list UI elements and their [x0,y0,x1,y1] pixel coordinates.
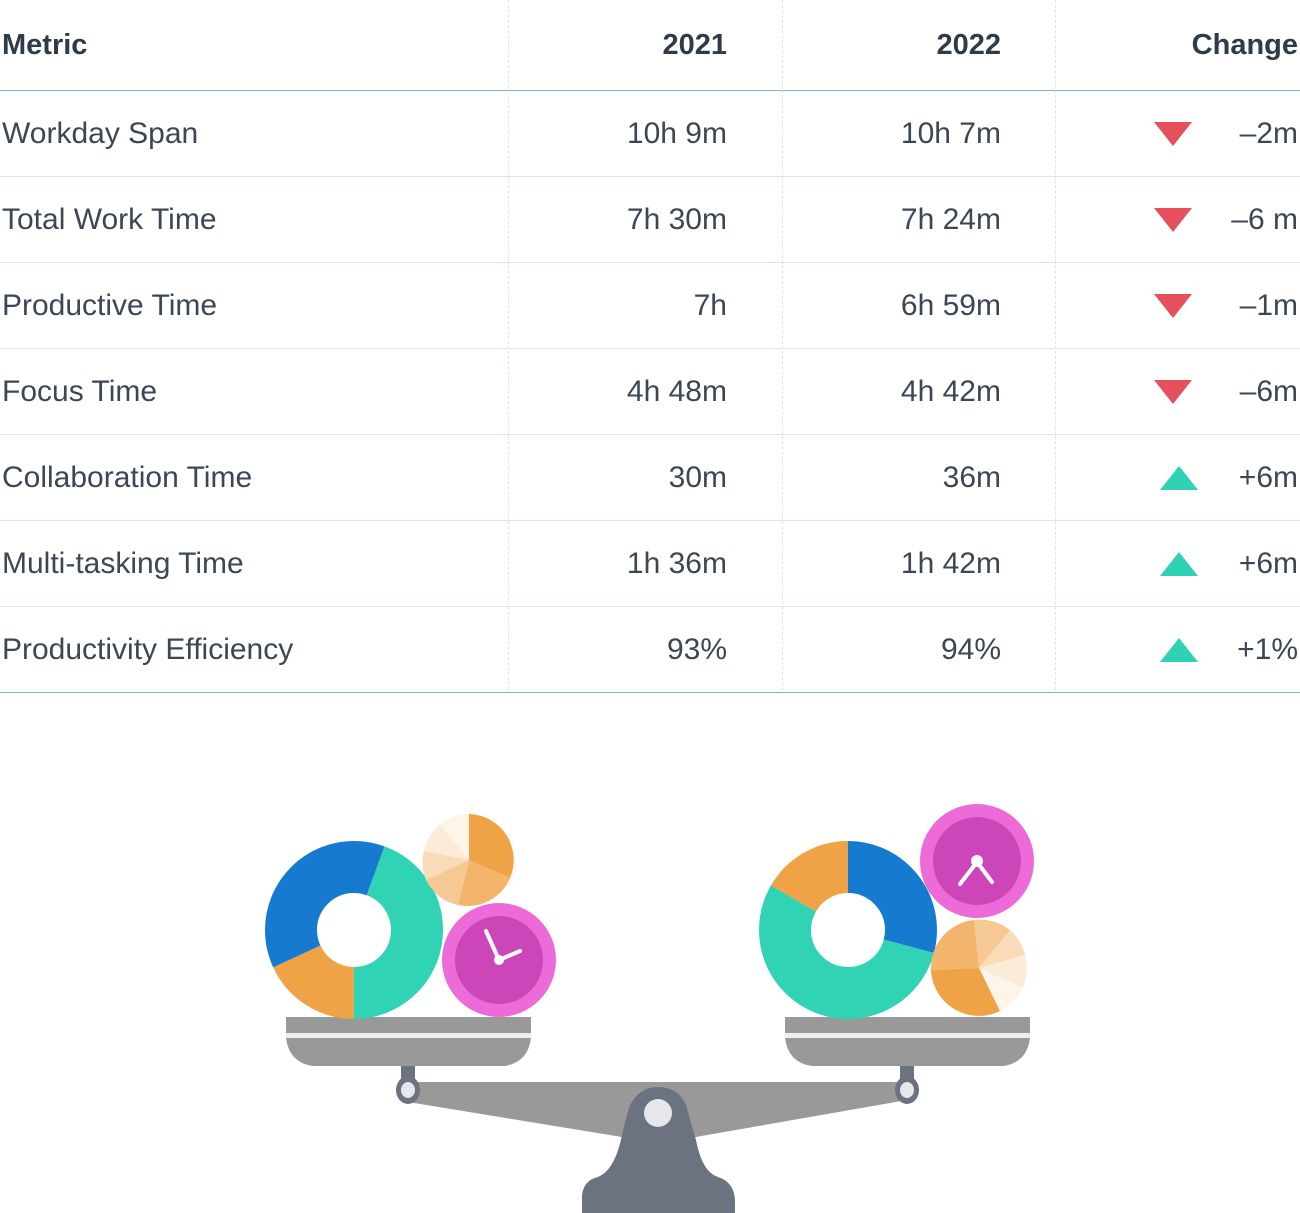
triangle-down-icon [1154,207,1192,232]
value-2021: 7h 30m [626,202,727,236]
value-2021: 4h 48m [626,374,727,408]
header-2021: 2021 [662,28,727,61]
metric-name: Productivity Efficiency [2,632,294,666]
value-2022: 1h 42m [900,546,1001,580]
clock-left-icon [442,903,556,1017]
table-row: Total Work Time 7h 30m 7h 24m –6 m [0,177,1300,263]
table-row: Collaboration Time 30m 36m +6m [0,435,1300,521]
table-header-row: Metric 2021 2022 Change [0,0,1300,91]
column-divider [508,0,509,690]
triangle-down-icon [1154,121,1192,146]
table-row: Workday Span 10h 9m 10h 7m –2m [0,91,1300,177]
change-value: +6m [1238,460,1298,494]
metric-name: Total Work Time [2,202,217,236]
donut-chart-left-icon [265,841,443,1019]
metric-name: Productive Time [2,288,218,322]
comparison-table: Metric 2021 2022 Change Workday Span 10h … [0,0,1300,693]
header-2022: 2022 [936,28,1001,61]
triangle-up-icon [1160,551,1198,576]
value-2021: 30m [668,460,727,494]
value-2021: 7h [693,288,727,322]
metric-name: Workday Span [2,116,199,150]
value-2022: 94% [940,632,1001,666]
metric-name: Collaboration Time [2,460,253,494]
clock-right-icon [920,804,1034,918]
column-divider [1055,0,1056,690]
triangle-up-icon [1160,465,1198,490]
header-change: Change [1191,28,1298,61]
change-value: +1% [1237,632,1298,666]
change-value: –2m [1239,116,1298,150]
value-2022: 7h 24m [900,202,1001,236]
triangle-down-icon [1154,379,1192,404]
metric-name: Focus Time [2,374,158,408]
value-2021: 1h 36m [626,546,727,580]
table-row: Multi-tasking Time 1h 36m 1h 42m +6m [0,521,1300,607]
header-metric: Metric [2,28,88,61]
pie-chart-left-icon [422,814,515,907]
pan-left [286,1017,531,1066]
scale-fulcrum [582,1087,735,1213]
value-2022: 36m [942,460,1001,494]
value-2022: 6h 59m [900,288,1001,322]
value-2021: 10h 9m [626,116,727,150]
change-value: –1m [1239,288,1298,322]
table-row: Productive Time 7h 6h 59m –1m [0,263,1300,349]
column-divider [782,0,783,690]
change-value: –6m [1239,374,1298,408]
value-2021: 93% [666,632,727,666]
table-row: Productivity Efficiency 93% 94% +1% [0,607,1300,693]
donut-chart-right-icon [759,841,937,1019]
value-2022: 4h 42m [900,374,1001,408]
triangle-down-icon [1154,293,1192,318]
triangle-up-icon [1160,637,1198,662]
metric-name: Multi-tasking Time [2,546,244,580]
change-value: –6 m [1231,202,1298,236]
change-value: +6m [1238,546,1298,580]
value-2022: 10h 7m [900,116,1001,150]
table-row: Focus Time 4h 48m 4h 42m –6m [0,349,1300,435]
pie-chart-right-icon [930,919,1027,1016]
pan-right [785,1017,1030,1066]
